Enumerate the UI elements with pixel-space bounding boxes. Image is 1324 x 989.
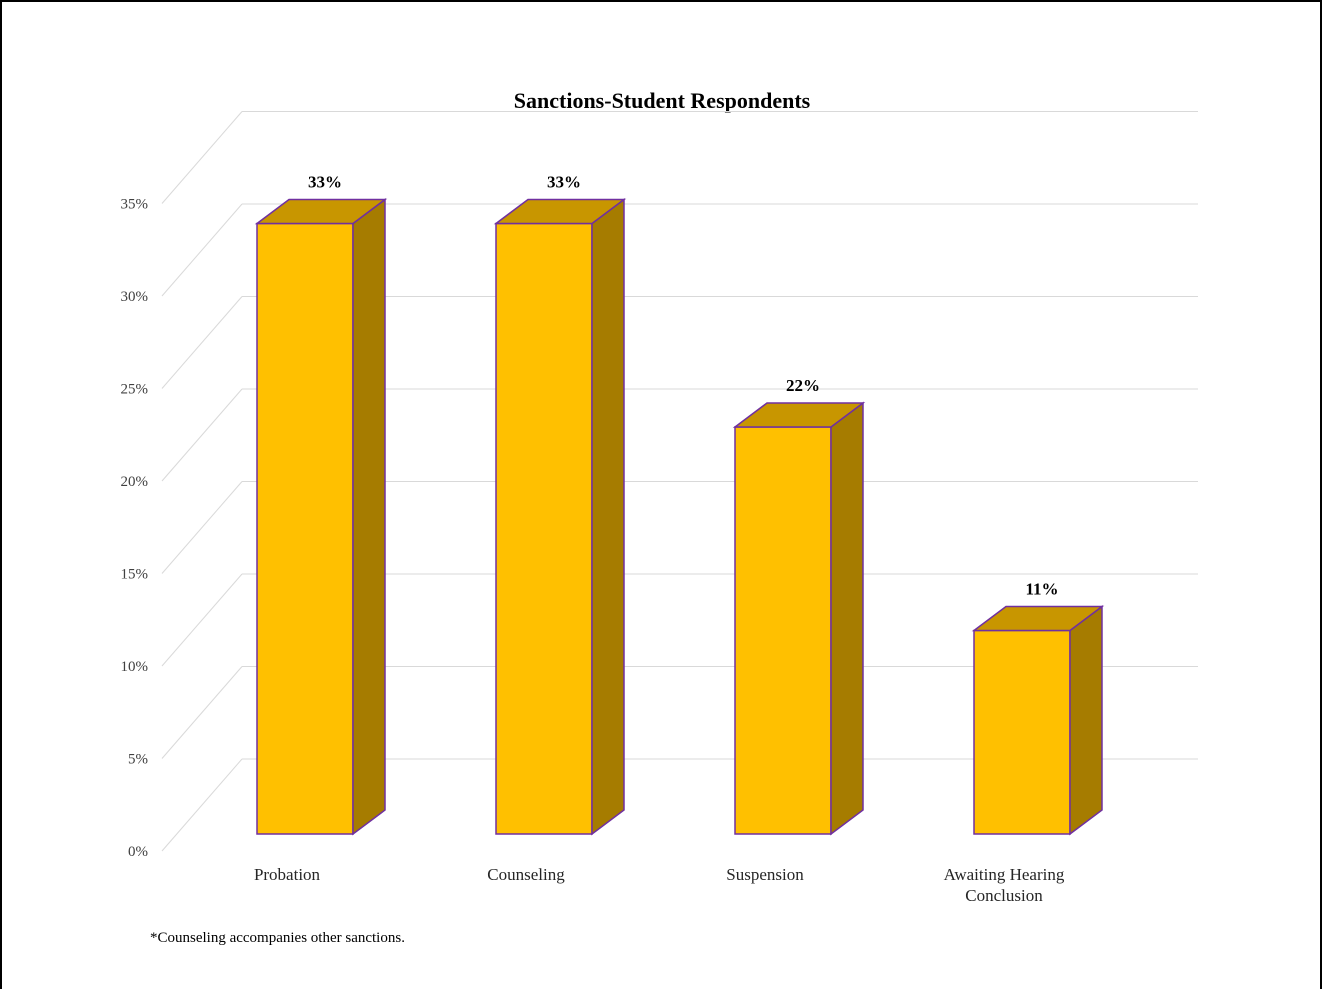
y-tick-label: 5% (128, 752, 148, 768)
bar-2 (493, 198, 627, 836)
bar-side (591, 198, 625, 836)
gridline-diagonal (161, 203, 243, 297)
bar-1 (254, 198, 388, 836)
bar-side (352, 198, 386, 836)
bar-3 (732, 401, 866, 836)
data-label: 11% (1025, 580, 1058, 599)
bar-side (1069, 605, 1103, 836)
gridline-diagonal (161, 573, 243, 667)
bars (254, 198, 1105, 836)
x-category-label: Awaiting Hearing (944, 865, 1065, 884)
bar-side (830, 401, 864, 836)
y-tick-label: 25% (121, 382, 149, 398)
y-tick-label: 15% (121, 567, 149, 583)
bar-front (734, 426, 832, 835)
x-category-label: Probation (254, 865, 321, 884)
y-axis-ticks: 0% 5% 10% 15% 20% 25% 30% 35% (121, 197, 149, 861)
bar-front (495, 222, 593, 835)
bar-4 (971, 605, 1105, 836)
x-category-label: Suspension (726, 865, 804, 884)
y-tick-label: 10% (121, 659, 149, 675)
y-tick-label: 20% (121, 474, 149, 490)
bar-top (732, 402, 866, 428)
gridline-diagonal (161, 666, 243, 759)
y-tick-label: 30% (121, 289, 149, 305)
data-label: 33% (547, 173, 581, 192)
bar-front (973, 629, 1071, 835)
value-labels: 33% 33% 22% 11% (308, 173, 1059, 599)
gridline-diagonal (161, 388, 243, 482)
chart-title: Sanctions-Student Respondents (514, 88, 811, 113)
gridline-diagonal (161, 296, 243, 389)
bar-front (256, 222, 354, 835)
gridlines (161, 111, 1198, 852)
y-tick-label: 0% (128, 844, 148, 860)
gridline-diagonal (161, 111, 243, 204)
bar-top (493, 198, 627, 225)
y-tick-label: 35% (121, 197, 149, 213)
bar-top (254, 198, 388, 225)
gridline-diagonal (161, 758, 243, 852)
data-label: 22% (786, 376, 820, 395)
data-label: 33% (308, 173, 342, 192)
x-category-label: Conclusion (965, 886, 1043, 905)
x-axis-categories: Probation Counseling Suspension Awaiting He… (254, 865, 1065, 905)
x-category-label: Counseling (487, 865, 565, 884)
bar-top (971, 605, 1105, 632)
gridline-diagonal (161, 481, 243, 574)
footnote: *Counseling accompanies other sanctions. (150, 930, 405, 946)
